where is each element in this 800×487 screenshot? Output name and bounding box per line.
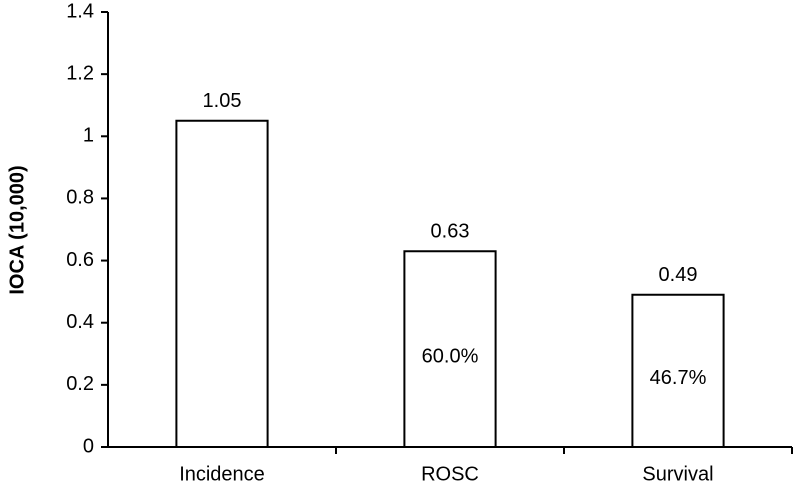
y-tick-label: 0.2 (66, 373, 94, 395)
inner-label: 46.7% (650, 367, 707, 389)
x-tick-label: Survival (642, 463, 713, 485)
y-tick-label: 0.6 (66, 249, 94, 271)
y-axis-label: IOCA (10,000) (6, 165, 28, 294)
y-tick-label: 1 (83, 125, 94, 147)
y-tick-label: 1.2 (66, 62, 94, 84)
y-tick-label: 0.8 (66, 187, 94, 209)
y-tick-label: 1.4 (66, 0, 94, 22)
bar (631, 293, 725, 448)
bar (175, 119, 269, 448)
value-label: 0.63 (431, 221, 470, 243)
value-label: 0.49 (659, 264, 698, 286)
inner-label: 60.0% (422, 345, 479, 367)
bar (403, 250, 497, 448)
value-label: 1.05 (203, 90, 242, 112)
y-tick-label: 0 (83, 435, 94, 457)
x-tick-label: Incidence (179, 463, 265, 485)
y-tick-label: 0.4 (66, 311, 94, 333)
x-tick-label: ROSC (421, 463, 479, 485)
